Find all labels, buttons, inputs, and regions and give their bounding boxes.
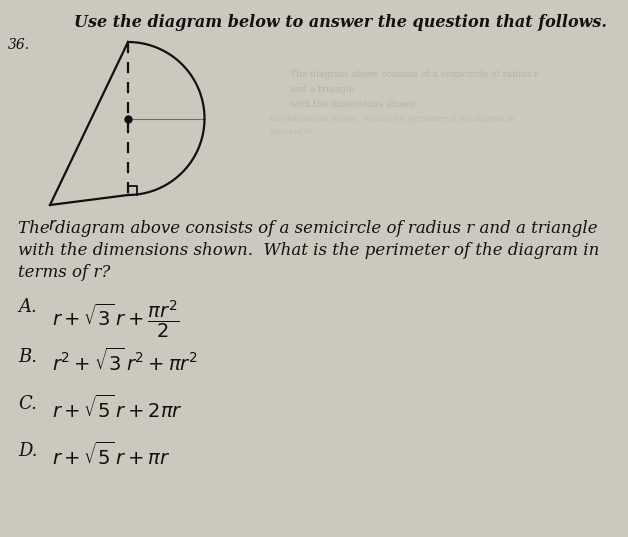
Text: $r+\sqrt{5}\,r+\pi r$: $r+\sqrt{5}\,r+\pi r$ xyxy=(52,442,171,469)
Text: $r+\sqrt{3}\,r+\dfrac{\pi r^{2}}{2}$: $r+\sqrt{3}\,r+\dfrac{\pi r^{2}}{2}$ xyxy=(52,298,180,340)
Text: The diagram above consists of a semicircle of radius r and a triangle: The diagram above consists of a semicirc… xyxy=(18,220,598,237)
Text: C.: C. xyxy=(18,395,37,413)
Text: the dimensions shown.  What is the perimeter of the diagram in: the dimensions shown. What is the perime… xyxy=(270,115,515,123)
Text: terms of r?: terms of r? xyxy=(18,264,111,281)
Text: $r$: $r$ xyxy=(48,217,58,234)
Text: with the dimensions shown.: with the dimensions shown. xyxy=(290,100,418,109)
Text: 36.: 36. xyxy=(8,38,30,52)
Text: with the dimensions shown.  What is the perimeter of the diagram in: with the dimensions shown. What is the p… xyxy=(18,242,599,259)
Text: D.: D. xyxy=(18,442,38,460)
Text: terms of r?: terms of r? xyxy=(270,128,311,136)
Text: $r^{2}+\sqrt{3}\,r^{2}+\pi r^{2}$: $r^{2}+\sqrt{3}\,r^{2}+\pi r^{2}$ xyxy=(52,348,198,375)
Text: B.: B. xyxy=(18,348,37,366)
Text: and a triangle: and a triangle xyxy=(290,85,354,94)
Text: A.: A. xyxy=(18,298,37,316)
Text: The diagram above consists of a semicircle of radius r: The diagram above consists of a semicirc… xyxy=(290,70,539,79)
Text: Use the diagram below to answer the question that follows.: Use the diagram below to answer the ques… xyxy=(73,14,607,31)
Text: $r+\sqrt{5}\,r+2\pi r$: $r+\sqrt{5}\,r+2\pi r$ xyxy=(52,395,183,422)
